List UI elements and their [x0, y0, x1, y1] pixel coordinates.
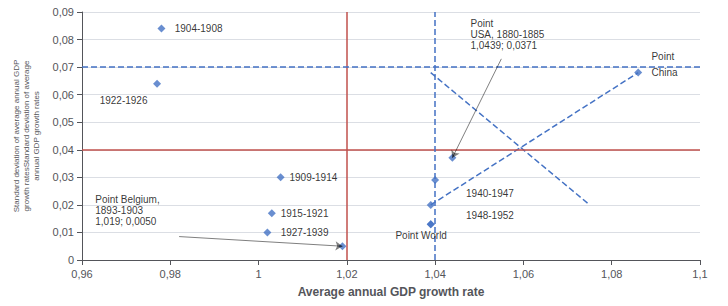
svg-text:1,1: 1,1	[692, 268, 707, 280]
svg-text:1,019; 0,0050: 1,019; 0,0050	[95, 216, 157, 227]
svg-text:0,03: 0,03	[53, 171, 74, 183]
svg-text:1904-1908: 1904-1908	[175, 23, 223, 34]
svg-text:0,09: 0,09	[53, 6, 74, 18]
svg-text:0,06: 0,06	[53, 89, 74, 101]
svg-text:0,96: 0,96	[71, 268, 92, 280]
svg-text:0,07: 0,07	[53, 61, 74, 73]
svg-text:1927-1939: 1927-1939	[281, 227, 329, 238]
svg-text:0,98: 0,98	[160, 268, 181, 280]
svg-text:0,02: 0,02	[53, 199, 74, 211]
svg-text:1,0439; 0,0371: 1,0439; 0,0371	[470, 40, 537, 51]
svg-text:USA, 1880-1885: USA, 1880-1885	[470, 29, 544, 40]
svg-text:1,08: 1,08	[601, 268, 622, 280]
svg-text:1,04: 1,04	[424, 268, 445, 280]
svg-text:0: 0	[68, 254, 74, 266]
svg-text:Point World: Point World	[395, 230, 447, 241]
svg-text:Point Belgium,: Point Belgium,	[95, 194, 159, 205]
svg-text:0,08: 0,08	[53, 34, 74, 46]
svg-text:1915-1921: 1915-1921	[281, 208, 329, 219]
svg-text:China: China	[651, 67, 678, 78]
svg-text:1940-1947: 1940-1947	[466, 188, 514, 199]
svg-text:1909-1914: 1909-1914	[289, 172, 337, 183]
svg-text:1948-1952: 1948-1952	[466, 210, 514, 221]
svg-text:0,01: 0,01	[53, 226, 74, 238]
svg-text:Point: Point	[470, 18, 493, 29]
svg-text:1,06: 1,06	[513, 268, 534, 280]
svg-text:Average annual GDP growth rate: Average annual GDP growth rate	[298, 285, 485, 299]
svg-text:1893-1903: 1893-1903	[95, 205, 143, 216]
svg-text:annual GDP growth rates: annual GDP growth rates	[32, 91, 41, 181]
svg-text:1,02: 1,02	[336, 268, 357, 280]
svg-text:Point: Point	[651, 51, 674, 62]
svg-text:0,04: 0,04	[53, 144, 74, 156]
svg-text:1922-1926: 1922-1926	[100, 95, 148, 106]
svg-text:0,05: 0,05	[53, 116, 74, 128]
svg-text:Standard deviation of average: Standard deviation of average annual GDP	[12, 60, 21, 213]
svg-text:1: 1	[256, 268, 262, 280]
svg-text:growth ratesStandard deviation: growth ratesStandard deviation of averag…	[22, 60, 31, 211]
